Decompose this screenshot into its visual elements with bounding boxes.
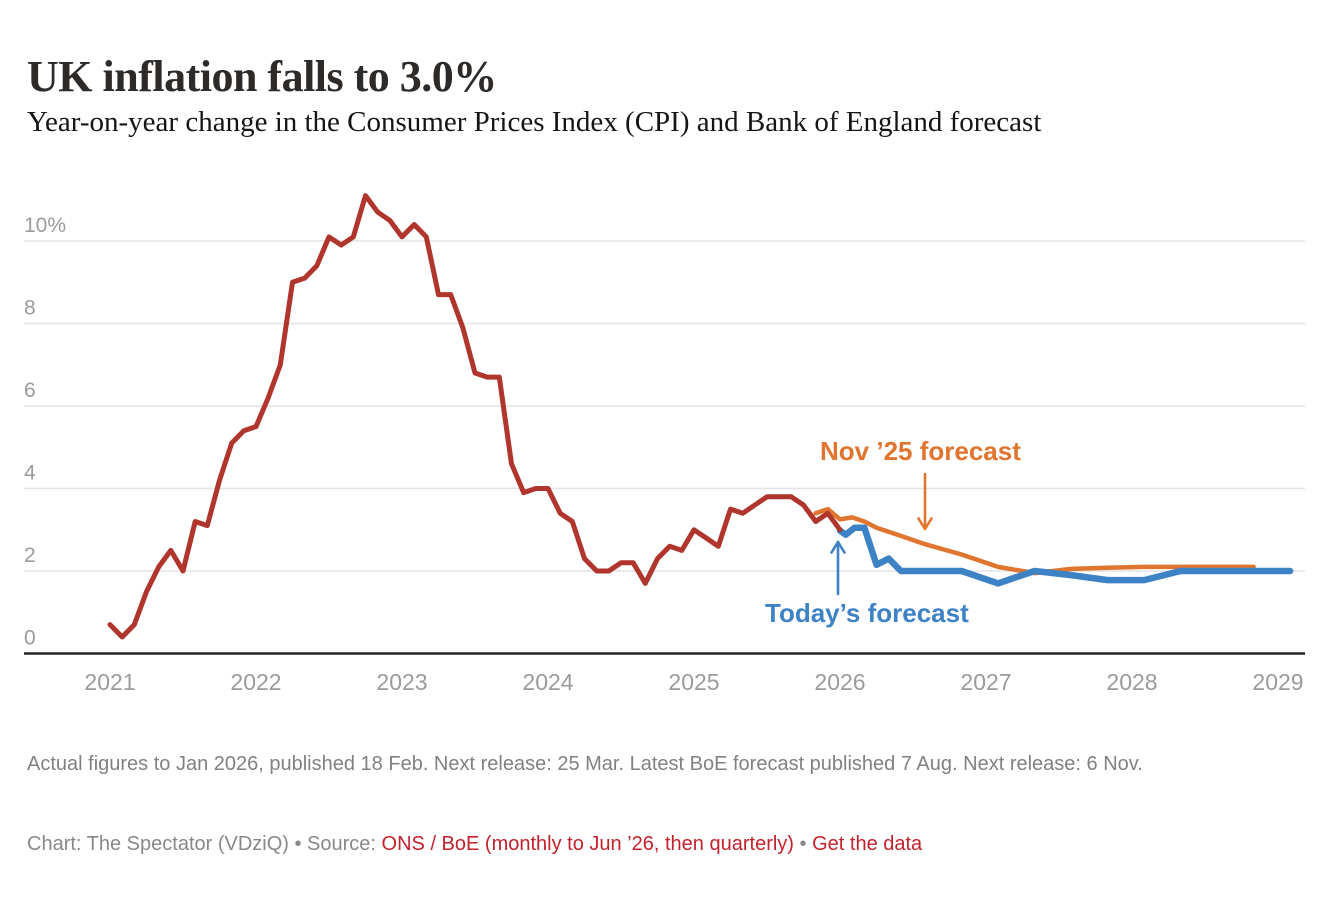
credit-line: Chart: The Spectator (VDziQ) • Source: O… bbox=[27, 833, 1319, 856]
y-tick-label: 6 bbox=[24, 379, 36, 402]
x-tick-label: 2029 bbox=[1252, 669, 1303, 695]
y-tick-label: 2 bbox=[24, 544, 36, 567]
nov25-forecast-label: Nov ’25 forecast bbox=[820, 436, 1021, 466]
page-subtitle: Year-on-year change in the Consumer Pric… bbox=[27, 106, 1042, 138]
todays-forecast-label: Today’s forecast bbox=[765, 598, 969, 628]
x-tick-label: 2022 bbox=[230, 669, 281, 695]
credit-separator: • bbox=[793, 833, 813, 855]
series-line-nov25 bbox=[813, 506, 1256, 576]
page-title: UK inflation falls to 3.0% bbox=[27, 52, 497, 102]
arrow-up-icon bbox=[830, 540, 846, 596]
release-note: Actual figures to Jan 2026, published 18… bbox=[27, 753, 1143, 775]
x-tick-label: 2024 bbox=[522, 669, 573, 695]
grid-layer: 0 2 4 6 8 10% 2021 2022 2023 2024 2025 2026 2027 2028… bbox=[24, 214, 1305, 695]
x-tick-label: 2027 bbox=[960, 669, 1011, 695]
y-tick-label: 4 bbox=[24, 462, 36, 485]
arrow-down-icon bbox=[917, 472, 933, 531]
x-tick-label: 2026 bbox=[814, 669, 865, 695]
y-tick-label: 8 bbox=[24, 297, 36, 320]
x-tick-label: 2021 bbox=[84, 669, 135, 695]
credit-prefix: Chart: The Spectator (VDziQ) • Source: bbox=[27, 833, 382, 855]
source-link[interactable]: ONS / BoE (monthly to Jun ’26, then quar… bbox=[381, 833, 794, 855]
get-the-data-link[interactable]: Get the data bbox=[812, 833, 923, 855]
series-layer bbox=[107, 193, 1294, 640]
x-tick-label: 2025 bbox=[668, 669, 719, 695]
nov25-forecast-annotation: Nov ’25 forecast bbox=[820, 436, 1021, 531]
y-tick-label: 0 bbox=[24, 627, 36, 650]
x-tick-label: 2028 bbox=[1106, 669, 1157, 695]
todays-forecast-annotation: Today’s forecast bbox=[765, 540, 969, 628]
series-line-actual bbox=[107, 193, 843, 640]
y-tick-label: 10% bbox=[24, 214, 66, 237]
x-tick-label: 2023 bbox=[376, 669, 427, 695]
series-line-today bbox=[836, 524, 1294, 587]
